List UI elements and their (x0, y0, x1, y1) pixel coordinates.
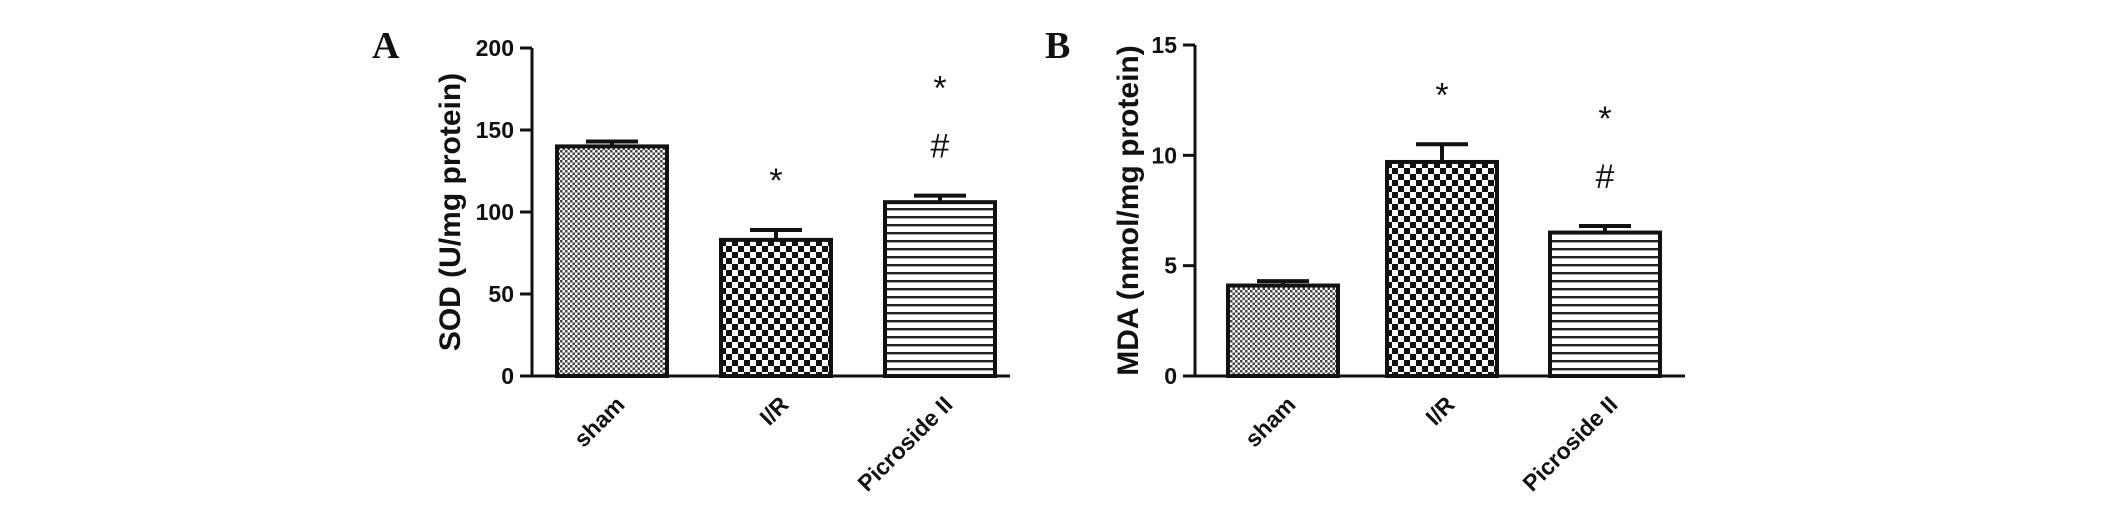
x-tick-label: I/R (1420, 391, 1459, 430)
bar-i-r (1385, 159, 1499, 378)
y-tick-label: 0 (501, 363, 514, 389)
x-tick-label: Picroside II (852, 391, 957, 496)
bar-i-r (719, 237, 833, 378)
y-axis-label: MDA (nmol/mg protein) (1112, 45, 1145, 376)
significance-star: * (1598, 100, 1611, 138)
x-tick-label: I/R (754, 391, 793, 430)
y-tick-label: 200 (476, 35, 514, 61)
panel-b: B MDA (nmol/mg protein) sham * I/R * # Picrosid… (1045, 25, 1685, 496)
panel-letter: A (372, 25, 400, 67)
significance-star: * (1435, 76, 1448, 114)
y-tick-label: 50 (488, 281, 514, 307)
bar-sham (555, 144, 669, 378)
significance-hash: # (1596, 158, 1615, 196)
x-tick-label: Picroside II (1517, 391, 1622, 496)
panel-a: A SOD (U/mg protein) sham * I/R * # Picroside I… (372, 25, 1010, 496)
panel-letter: B (1045, 25, 1070, 67)
y-tick-label: 10 (1151, 142, 1177, 168)
significance-star: * (769, 162, 782, 200)
x-tick-label: sham (1240, 391, 1301, 452)
bar-picroside-ii (1548, 230, 1662, 378)
bar-picroside-ii (883, 200, 997, 378)
y-tick-label: 0 (1164, 363, 1177, 389)
y-axis-label: SOD (U/mg protein) (434, 73, 467, 351)
y-tick-label: 15 (1151, 32, 1177, 58)
y-tick-label: 100 (476, 199, 514, 225)
x-tick-label: sham (569, 391, 630, 452)
significance-star: * (933, 70, 946, 108)
y-tick-label: 150 (476, 117, 514, 143)
significance-hash: # (931, 128, 950, 166)
y-tick-label: 5 (1164, 253, 1177, 279)
bar-sham (1226, 283, 1340, 379)
